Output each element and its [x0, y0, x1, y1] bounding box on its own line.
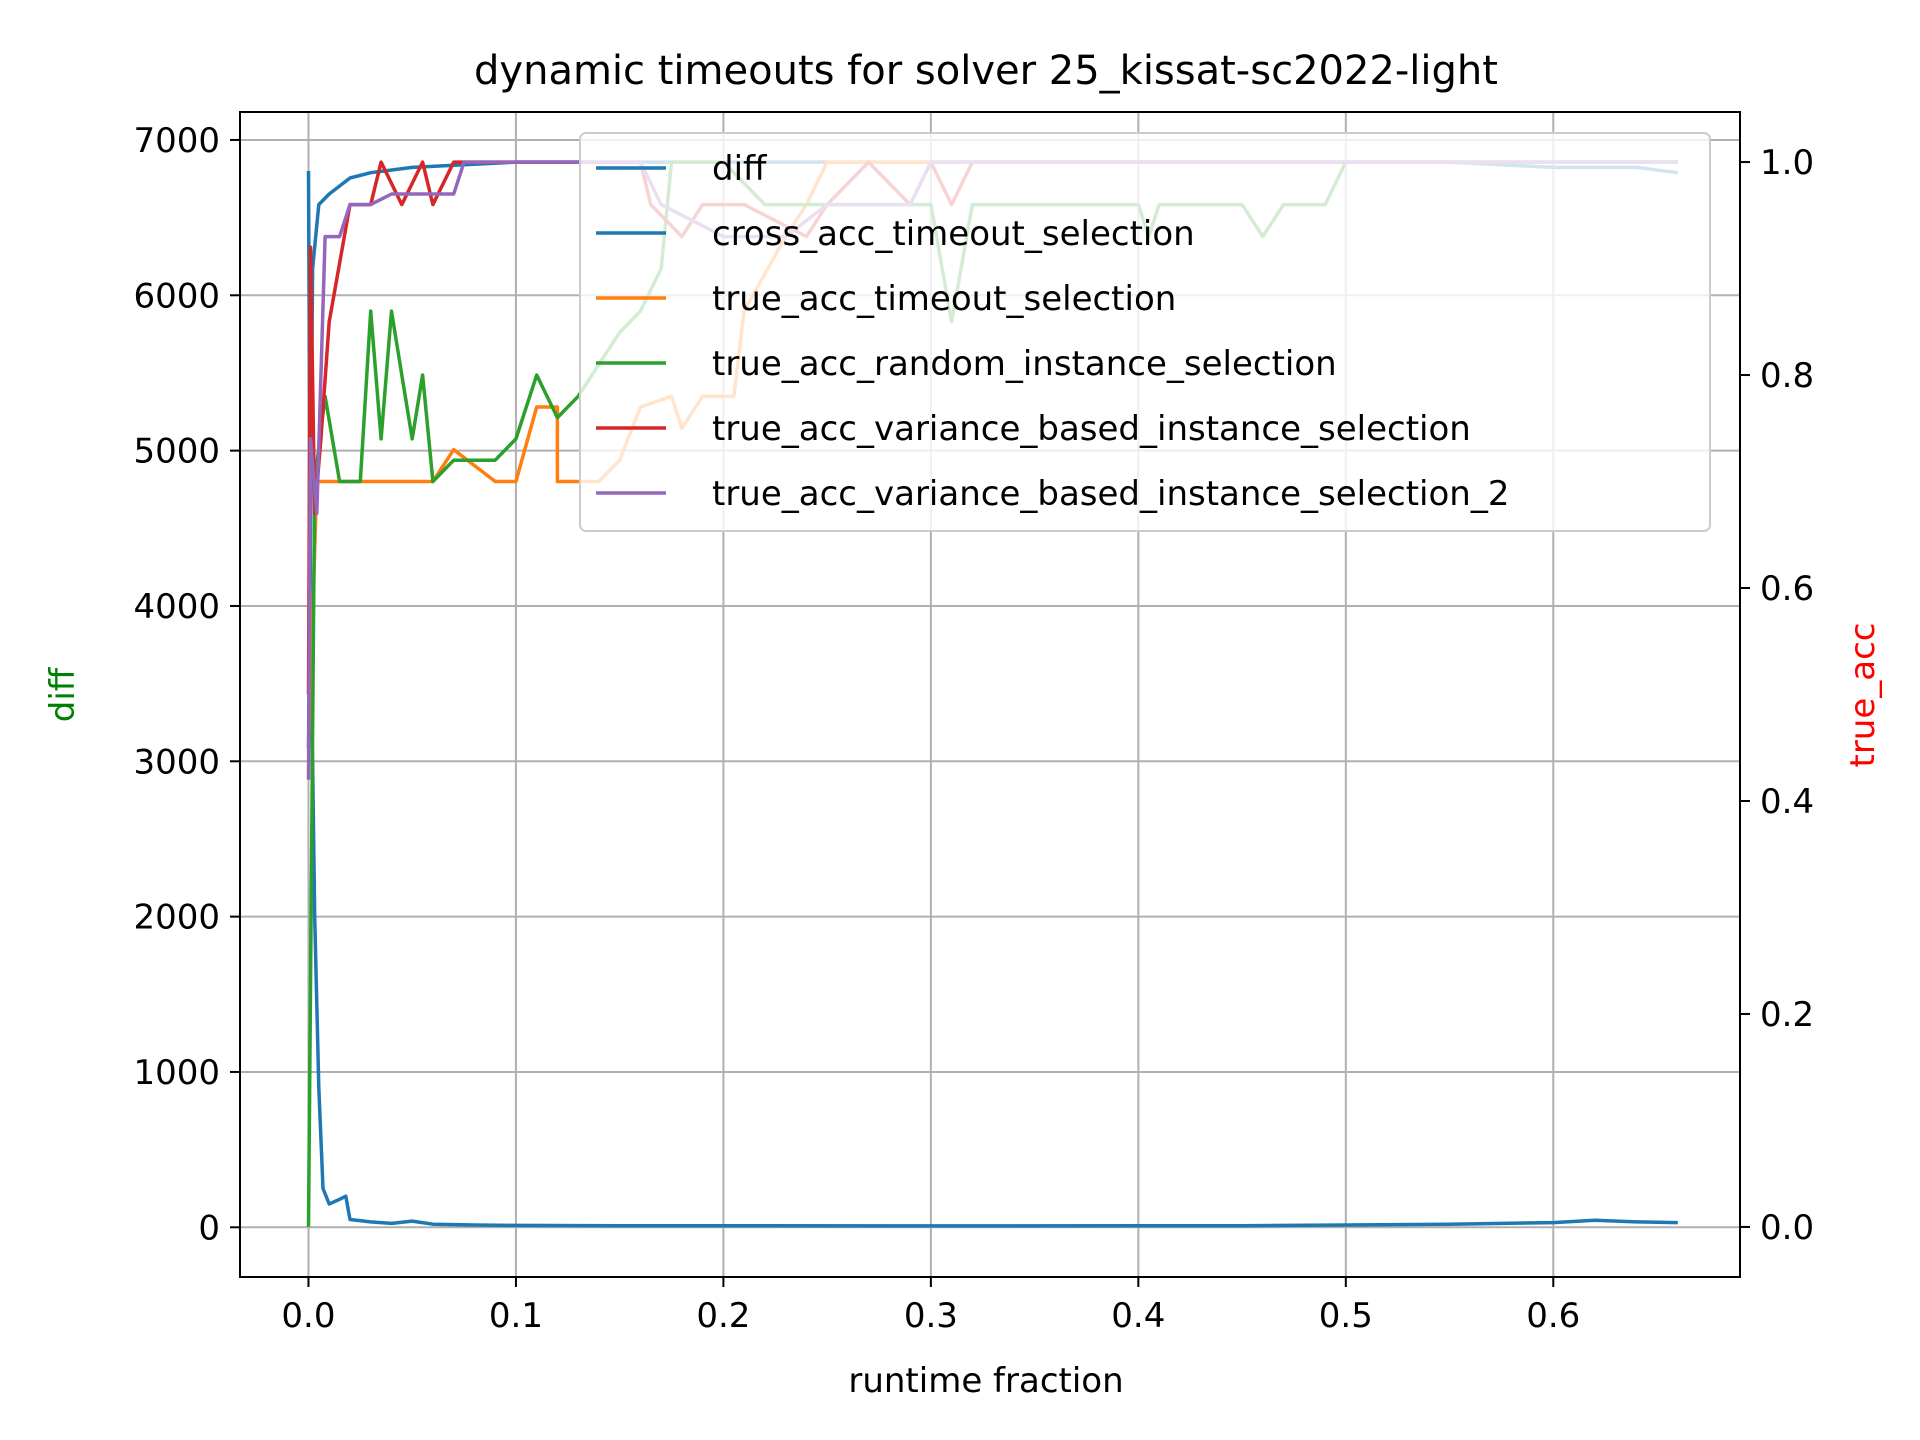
x-tick-label: 0.2: [696, 1296, 750, 1336]
x-axis: 0.0 0.1 0.2 0.3 0.4 0.5 0.6: [281, 1277, 1580, 1336]
legend-label: true_acc_variance_based_instance_selecti…: [712, 409, 1471, 449]
x-tick-label: 0.1: [489, 1296, 543, 1336]
legend-label: true_acc_random_instance_selection: [712, 344, 1337, 384]
x-tick-label: 0.0: [281, 1296, 335, 1336]
y-left-tick-label: 6000: [133, 276, 220, 316]
y-right-tick-label: 0.6: [1760, 569, 1814, 609]
legend-label: true_acc_variance_based_instance_selecti…: [712, 474, 1510, 514]
y-left-tick-label: 7000: [133, 121, 220, 161]
legend-box: [579, 132, 1711, 532]
y-axis-left-label: diff: [43, 666, 83, 722]
legend-label: cross_acc_timeout_selection: [712, 214, 1195, 254]
y-right-tick-label: 0.4: [1760, 782, 1814, 822]
y-left-tick-label: 1000: [133, 1053, 220, 1093]
y-right-tick-label: 0.2: [1760, 995, 1814, 1035]
y-right-tick-label: 0.8: [1760, 356, 1814, 396]
x-tick-label: 0.4: [1111, 1296, 1165, 1336]
y-left-tick-label: 2000: [133, 898, 220, 938]
y-left-tick-label: 0: [198, 1208, 220, 1248]
y-axis-right: 0.0 0.2 0.4 0.6 0.8 1.0: [1740, 143, 1814, 1248]
y-axis-right-label: true_acc: [1843, 623, 1883, 768]
y-right-tick-label: 1.0: [1760, 143, 1814, 183]
x-tick-label: 0.5: [1319, 1296, 1373, 1336]
legend-label: diff: [712, 149, 768, 189]
y-axis-left: 0 1000 2000 3000 4000 5000 6000 7000: [133, 121, 240, 1248]
chart-title: dynamic timeouts for solver 25_kissat-sc…: [474, 48, 1498, 94]
plot-frame: [239, 111, 1741, 1278]
legend: diff cross_acc_timeout_selection true_acc_…: [579, 132, 1711, 532]
x-tick-label: 0.3: [904, 1296, 958, 1336]
y-left-tick-label: 3000: [133, 742, 220, 782]
x-axis-label: runtime fraction: [848, 1361, 1123, 1401]
legend-label: true_acc_timeout_selection: [712, 279, 1176, 319]
series-line-diff: [306, 170, 1678, 1228]
y-left-tick-label: 4000: [133, 587, 220, 627]
y-right-tick-label: 0.0: [1760, 1208, 1814, 1248]
x-tick-label: 0.6: [1526, 1296, 1580, 1336]
y-left-tick-label: 5000: [133, 432, 220, 472]
